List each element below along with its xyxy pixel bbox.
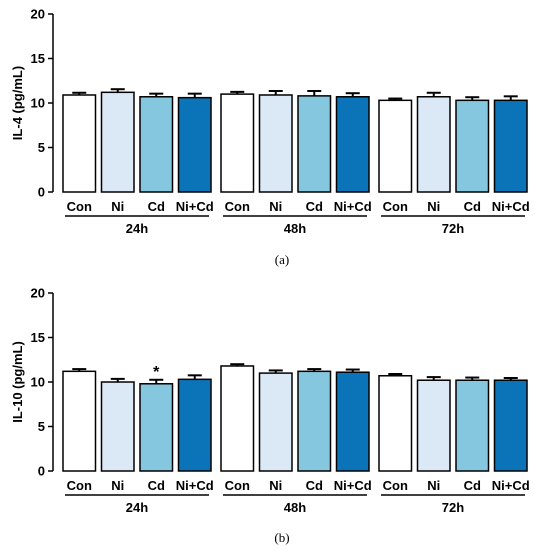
x-tick-label: Con (67, 199, 92, 214)
bar-cd-b (297, 370, 332, 472)
bar-ni-plus-cd-b (177, 378, 212, 472)
bar-cd-a (139, 96, 174, 193)
bar-ni-plus-cd-b (335, 371, 370, 472)
y-axis-label-b: IL-10 (pg/mL) (10, 341, 25, 423)
x-tick-label: Ni+Cd (492, 478, 530, 493)
bar-cd-a (455, 99, 490, 193)
x-tick-label: Cd (148, 478, 165, 493)
bar-ni-b (100, 381, 135, 472)
group-label: 48h (284, 500, 306, 515)
y-tick-label: 20 (31, 286, 45, 301)
x-tick-label: Con (383, 199, 408, 214)
chart-panel-a: IL-4 (pg/mL) 0 5 10 15 20 Con Ni Cd Ni+Cd Con Ni C… (10, 7, 530, 268)
bar-ni-plus-cd-a (177, 96, 212, 193)
y-tick-label: 0 (38, 185, 45, 200)
bar-ni-a (100, 91, 135, 193)
x-tick-label: Con (383, 478, 408, 493)
bar-ni-plus-cd-a (493, 99, 528, 193)
x-tick-label: Ni (269, 478, 282, 493)
x-tick-label: Con (225, 478, 250, 493)
x-tick-label: Con (225, 199, 250, 214)
x-tick-label: Cd (464, 199, 481, 214)
group-label: 24h (126, 221, 148, 236)
y-tick-label: 5 (38, 140, 45, 155)
group-label: 72h (442, 221, 464, 236)
y-tick-label: 15 (31, 330, 45, 345)
x-tick-label: Ni+Cd (492, 199, 530, 214)
x-tick-label: Ni (111, 199, 124, 214)
bar-ni-a (258, 94, 293, 193)
x-tick-label: Ni+Cd (176, 478, 214, 493)
x-tick-label: Ni+Cd (176, 199, 214, 214)
x-tick-label: Cd (306, 199, 323, 214)
bar-con-a (378, 99, 413, 193)
x-tick-label: Cd (148, 199, 165, 214)
x-tick-label: Ni+Cd (334, 478, 372, 493)
bar-cd-a (297, 95, 332, 193)
x-tick-label: Ni (111, 478, 124, 493)
group-label: 24h (126, 500, 148, 515)
y-tick-label: 5 (38, 419, 45, 434)
bar-ni-b (258, 372, 293, 472)
x-tick-label: Cd (306, 478, 323, 493)
bar-ni-b (416, 379, 451, 472)
bar-ni-plus-cd-b (493, 379, 528, 472)
chart-panel-b: IL-10 (pg/mL) 0 5 10 15 20 Con Ni Cd Ni+Cd Con Ni… (10, 286, 530, 546)
y-tick-label: 15 (31, 51, 45, 66)
panel-label-b: (b) (274, 530, 289, 545)
y-tick-label: 10 (31, 375, 45, 390)
bar-cd-b (139, 383, 174, 472)
significance-marker: * (153, 364, 160, 381)
bar-cd-b (455, 379, 490, 472)
bar-con-a (220, 93, 255, 193)
y-tick-label: 10 (31, 96, 45, 111)
bar-con-b (220, 365, 255, 472)
bar-con-a (62, 94, 97, 193)
x-tick-label: Ni (427, 199, 440, 214)
x-tick-label: Ni (427, 478, 440, 493)
x-tick-label: Con (67, 478, 92, 493)
bar-ni-a (416, 96, 451, 193)
y-tick-label: 20 (31, 7, 45, 22)
bar-ni-plus-cd-a (335, 96, 370, 193)
group-label: 48h (284, 221, 306, 236)
panel-label-a: (a) (275, 252, 289, 267)
bar-con-b (378, 375, 413, 472)
group-label: 72h (442, 500, 464, 515)
y-axis-label-a: IL-4 (pg/mL) (10, 66, 25, 140)
bar-con-b (62, 370, 97, 472)
x-tick-label: Ni (269, 199, 282, 214)
y-tick-label: 0 (38, 464, 45, 479)
x-tick-label: Cd (464, 478, 481, 493)
x-tick-label: Ni+Cd (334, 199, 372, 214)
